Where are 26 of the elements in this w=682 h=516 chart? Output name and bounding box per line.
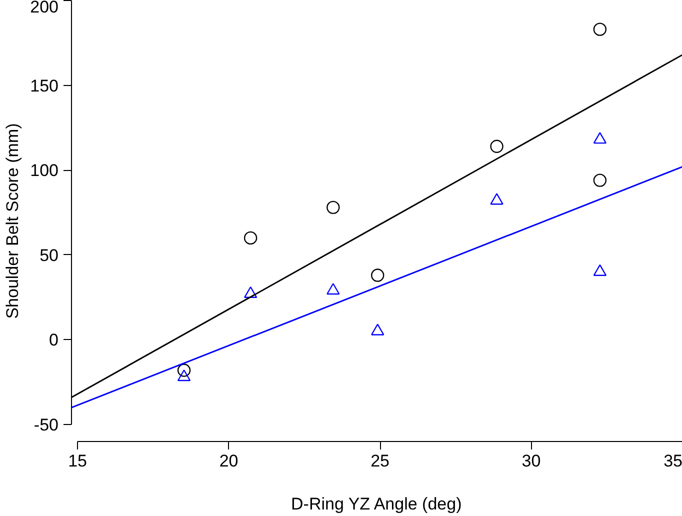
point [326,283,340,295]
point [326,200,340,214]
x-tick-label: 35 [664,452,682,470]
y-tick-label: 0 [49,330,59,350]
point [244,286,258,298]
y-tick-label: 100 [30,161,59,180]
point [244,231,258,245]
point [593,22,607,36]
x-tick-label: 30 [522,452,541,470]
y-tick-label: 150 [30,76,59,96]
y-axis-title: Shoulder Belt Score (mm) [3,123,22,319]
y-tick-label: -50 [34,416,59,435]
point [593,264,607,276]
point [371,268,384,282]
x-tick-label: 15 [68,452,88,470]
x-tick-label: 25 [370,452,390,470]
point [371,324,384,336]
x-axis-title: D-Ring YZ Angle (deg) [291,494,462,514]
y-tick-label: 50 [40,246,59,265]
y-tick-label: 200 [30,0,59,16]
point [177,370,191,382]
x-tick-label: 20 [219,452,238,470]
point [490,193,504,205]
point [593,132,607,144]
point [490,140,504,153]
point [593,174,607,187]
